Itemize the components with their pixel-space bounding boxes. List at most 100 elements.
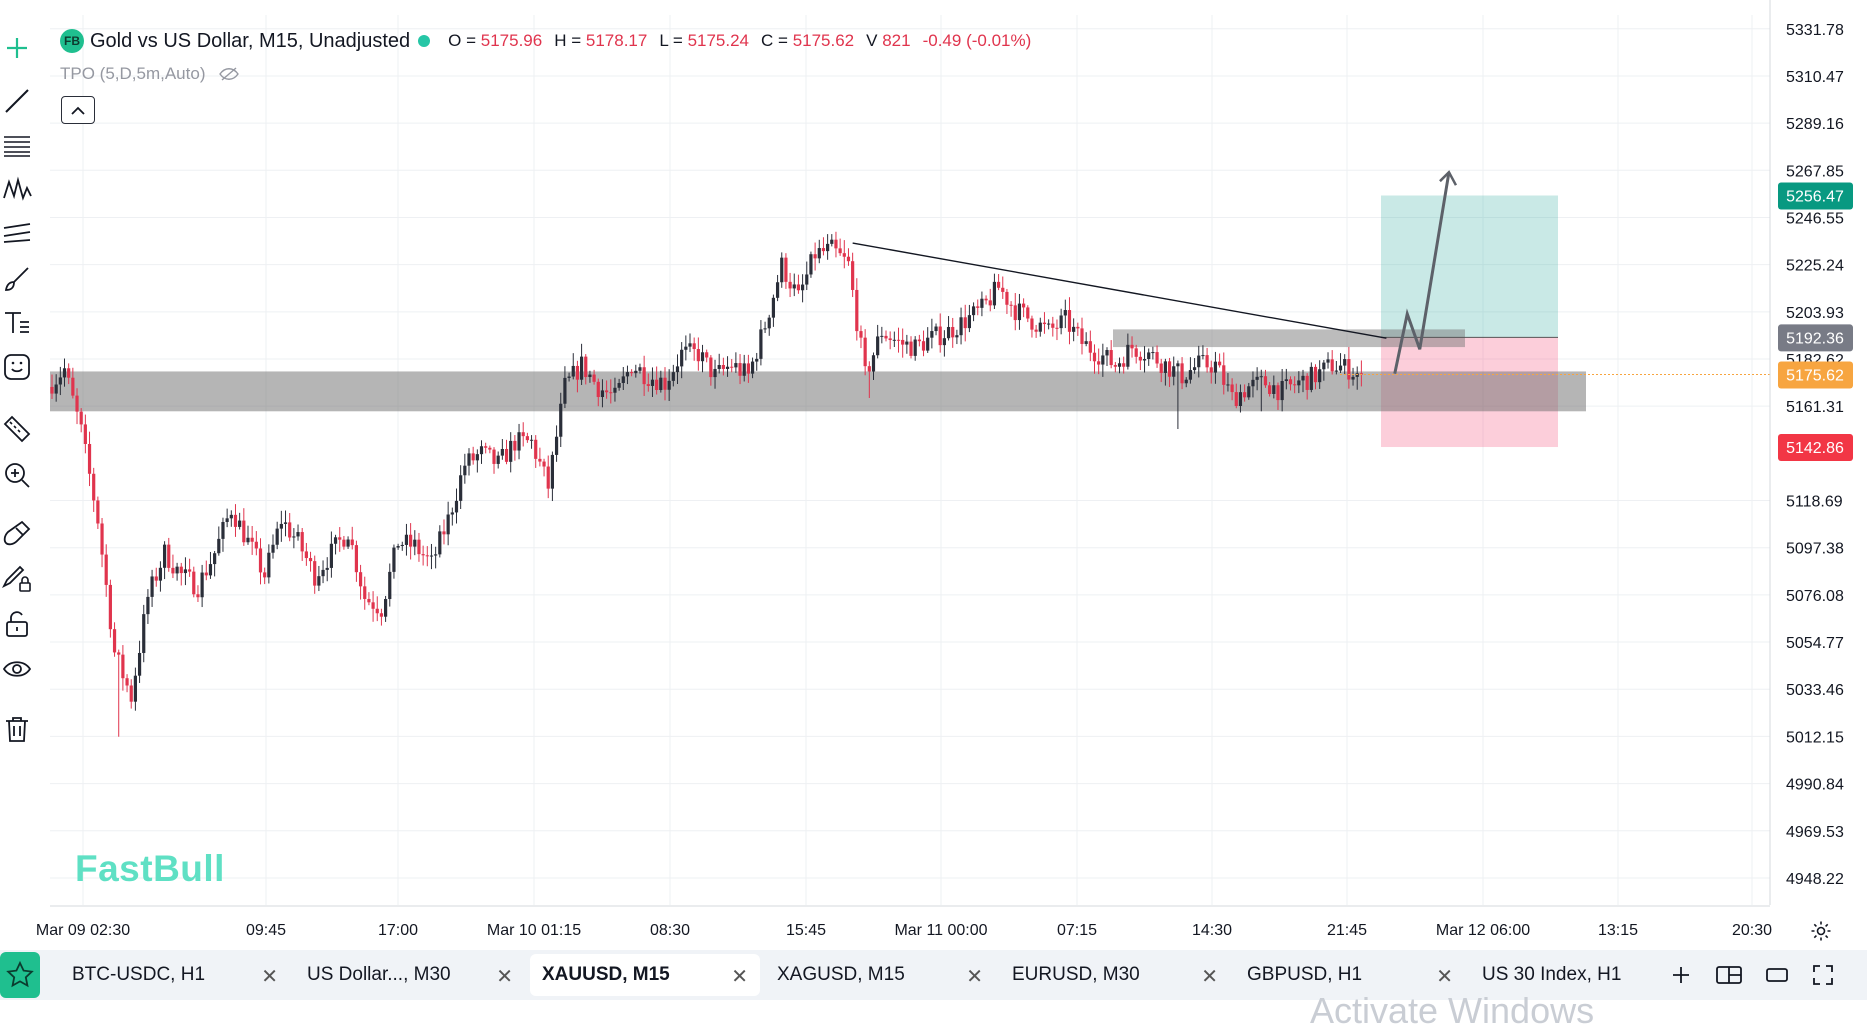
channel-icon[interactable] bbox=[0, 216, 34, 250]
entry-price-tag bbox=[1778, 324, 1853, 352]
candle-body bbox=[1230, 384, 1234, 393]
y-tick-label: 5225.24 bbox=[1786, 258, 1844, 275]
close-icon[interactable]: ✕ bbox=[1436, 966, 1453, 988]
candle-body bbox=[521, 432, 525, 437]
y-tick-label: 5203.93 bbox=[1786, 305, 1844, 322]
layout-icon[interactable] bbox=[1714, 960, 1744, 990]
candle-body bbox=[709, 357, 713, 378]
candle-body bbox=[484, 446, 488, 448]
close-icon[interactable]: ✕ bbox=[261, 966, 278, 988]
candle-body bbox=[367, 598, 371, 603]
candle-body bbox=[896, 339, 901, 341]
tab-xagusd[interactable]: XAGUSD, M15 ✕ bbox=[777, 964, 983, 988]
fullscreen-icon[interactable] bbox=[1808, 960, 1838, 990]
candle-body bbox=[329, 543, 333, 568]
candle-body bbox=[805, 274, 809, 285]
candle-body bbox=[1163, 361, 1167, 373]
x-tick-label: 20:30 bbox=[1732, 922, 1772, 939]
tab-us30[interactable]: US 30 Index, H1 bbox=[1482, 964, 1622, 985]
window-icon[interactable] bbox=[1762, 960, 1792, 990]
candle-body bbox=[438, 531, 442, 555]
candle-body bbox=[404, 534, 409, 545]
candle-body bbox=[450, 512, 454, 515]
lock-icon[interactable] bbox=[0, 607, 34, 641]
y-tick-label: 5033.46 bbox=[1786, 682, 1844, 699]
brush-icon[interactable] bbox=[0, 262, 34, 296]
candle-body bbox=[513, 440, 517, 451]
favorites-star-icon[interactable] bbox=[0, 952, 40, 998]
eye-icon[interactable] bbox=[0, 652, 34, 686]
tpo-indicator[interactable]: TPO (5,D,5m,Auto) bbox=[60, 64, 240, 84]
candle-body bbox=[1280, 381, 1284, 401]
x-tick-label: 07:15 bbox=[1057, 922, 1097, 939]
magnet-icon[interactable] bbox=[0, 516, 34, 550]
candle-body bbox=[1042, 322, 1047, 325]
candle-body bbox=[817, 248, 821, 259]
x-tick-label: 15:45 bbox=[786, 922, 826, 939]
resistance-zone[interactable] bbox=[1113, 329, 1465, 348]
support-zone[interactable] bbox=[50, 371, 1586, 412]
trend-line[interactable] bbox=[852, 242, 1387, 339]
candle-body bbox=[350, 539, 354, 546]
add-tab-icon[interactable] bbox=[1666, 960, 1696, 990]
candle-body bbox=[759, 329, 763, 359]
market-status-icon bbox=[418, 35, 431, 47]
candle-body bbox=[863, 337, 867, 367]
candle-body bbox=[1338, 365, 1343, 371]
candle-body bbox=[504, 448, 509, 462]
tab-xauusd[interactable]: XAUUSD, M15 ✕ bbox=[530, 954, 760, 996]
candle-body bbox=[1255, 376, 1259, 380]
close-icon[interactable]: ✕ bbox=[966, 966, 983, 988]
candle-body bbox=[1351, 376, 1355, 380]
tab-eurusd[interactable]: EURUSD, M30 ✕ bbox=[1012, 964, 1218, 988]
trend-line-icon[interactable] bbox=[0, 84, 34, 118]
zoom-icon[interactable] bbox=[0, 458, 34, 492]
candle-body bbox=[146, 596, 150, 615]
tab-gbpusd[interactable]: GBPUSD, H1 ✕ bbox=[1247, 964, 1453, 988]
candle-body bbox=[1092, 352, 1097, 362]
y-tick-label: 5012.15 bbox=[1786, 729, 1844, 746]
text-icon[interactable] bbox=[0, 306, 34, 340]
candle-body bbox=[967, 315, 971, 329]
crosshair-icon[interactable] bbox=[0, 31, 34, 65]
candle-body bbox=[413, 539, 417, 547]
close-icon[interactable]: ✕ bbox=[1201, 966, 1218, 988]
candle-body bbox=[217, 538, 221, 554]
candle-body bbox=[1080, 328, 1084, 344]
gear-icon[interactable] bbox=[1806, 916, 1836, 946]
candle-body bbox=[892, 339, 896, 341]
price-chart[interactable]: 5331.78 5310.47 5289.16 5267.85 5246.55 5225.… bbox=[0, 0, 1867, 950]
candle-body bbox=[104, 554, 108, 585]
candle-body bbox=[1197, 355, 1201, 368]
pattern-icon[interactable] bbox=[0, 172, 34, 206]
candle-body bbox=[1330, 359, 1334, 372]
collapse-legend-button[interactable] bbox=[61, 96, 95, 124]
target-zone[interactable] bbox=[1381, 195, 1558, 338]
candle-body bbox=[342, 539, 346, 547]
close-icon[interactable]: ✕ bbox=[731, 966, 748, 988]
ruler-icon[interactable] bbox=[0, 412, 34, 446]
candle-body bbox=[1017, 303, 1022, 321]
y-tick-label: 5267.85 bbox=[1786, 163, 1844, 180]
candle-body bbox=[162, 544, 167, 568]
projection-path[interactable] bbox=[1393, 171, 1451, 374]
candle-body bbox=[71, 377, 75, 396]
candle-body bbox=[984, 298, 988, 301]
candle-body bbox=[1151, 352, 1155, 354]
trash-icon[interactable] bbox=[0, 712, 34, 746]
x-tick-label: 08:30 bbox=[650, 922, 690, 939]
y-tick-label: 5246.55 bbox=[1786, 210, 1844, 227]
candle-body bbox=[492, 449, 496, 464]
candle-body bbox=[534, 439, 538, 459]
tab-us-dollar[interactable]: US Dollar..., M30 ✕ bbox=[307, 964, 513, 988]
symbol-title[interactable]: Gold vs US Dollar, M15, Unadjusted bbox=[90, 29, 411, 52]
emoji-icon[interactable] bbox=[0, 350, 34, 384]
candle-body bbox=[338, 537, 342, 540]
fib-icon[interactable] bbox=[0, 128, 34, 162]
eye-hidden-icon[interactable] bbox=[219, 66, 240, 82]
draw-lock-icon[interactable] bbox=[0, 562, 34, 596]
tab-btc-usdc[interactable]: BTC-USDC, H1 ✕ bbox=[72, 964, 278, 988]
candle-body bbox=[317, 576, 321, 586]
close-icon[interactable]: ✕ bbox=[496, 966, 513, 988]
chart-tabs: BTC-USDC, H1 ✕ US Dollar..., M30 ✕ XAUUSD,… bbox=[0, 950, 1867, 1000]
